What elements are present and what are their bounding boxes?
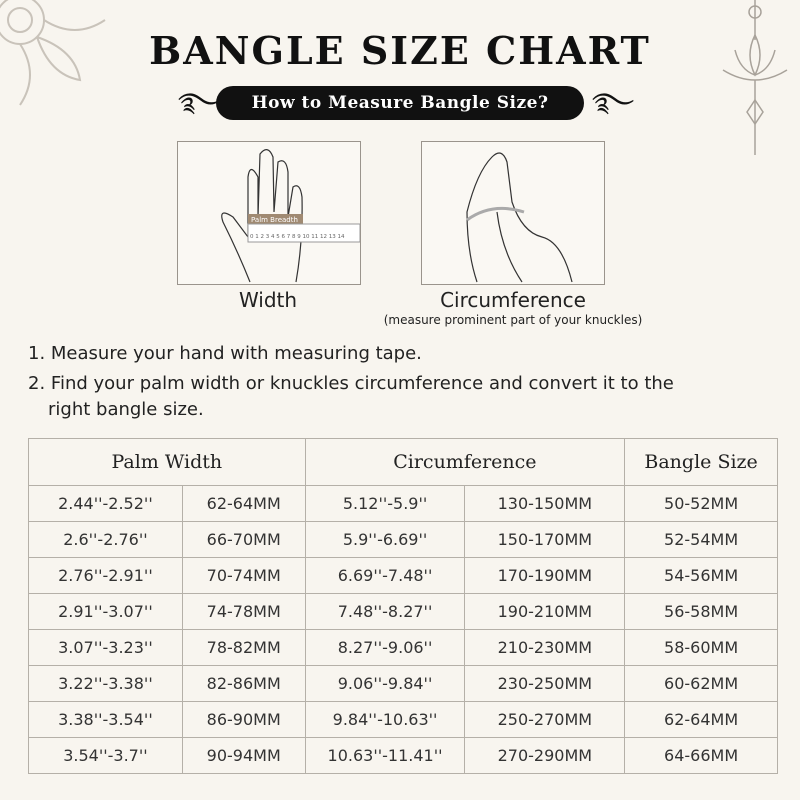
palm-width-mm-cell: 70-74MM — [181, 557, 306, 594]
header-bangle-size: Bangle Size — [624, 438, 778, 486]
bangle-size-cell: 60-62MM — [624, 665, 778, 702]
bangle-size-cell: 52-54MM — [624, 521, 778, 558]
instruction-2: 2. Find your palm width or knuckles circ… — [28, 373, 674, 394]
mandala-flower-icon — [0, 0, 106, 106]
circumference-inches-cell: 5.9''-6.69'' — [304, 521, 466, 558]
circumference-caption: Circumference — [440, 288, 586, 312]
circumference-mm-cell: 150-170MM — [464, 521, 626, 558]
circumference-mm-cell: 250-270MM — [464, 701, 626, 738]
palm-width-mm-cell: 74-78MM — [181, 593, 306, 630]
bangle-size-cell: 50-52MM — [624, 485, 778, 522]
circumference-mm-cell: 210-230MM — [464, 629, 626, 666]
instruction-1: 1. Measure your hand with measuring tape… — [28, 343, 422, 364]
table-row: 3.38''-3.54'' 86-90MM 9.84''-10.63'' 250-27… — [28, 701, 778, 738]
width-caption: Width — [238, 288, 298, 312]
table-row: 3.07''-3.23'' 78-82MM 8.27''-9.06'' 210-230… — [28, 629, 778, 666]
circumference-mm-cell: 270-290MM — [464, 737, 626, 774]
bangle-size-cell: 54-56MM — [624, 557, 778, 594]
bangle-size-cell: 56-58MM — [624, 593, 778, 630]
circumference-inches-cell: 5.12''-5.9'' — [304, 485, 466, 522]
palm-width-mm-cell: 82-86MM — [181, 665, 306, 702]
ruler-scale: 0 1 2 3 4 5 6 7 8 9 10 11 12 13 14 — [250, 234, 345, 240]
circumference-note: (measure prominent part of your knuckles… — [383, 313, 643, 327]
swirl-left-icon: ࿐ — [178, 88, 221, 118]
bangle-size-cell: 62-64MM — [624, 701, 778, 738]
circumference-inches-cell: 6.69''-7.48'' — [304, 557, 466, 594]
palm-width-inches-cell: 3.54''-3.7'' — [28, 737, 183, 774]
table-row: 2.91''-3.07'' 74-78MM 7.48''-8.27'' 190-210… — [28, 593, 778, 630]
bangle-size-cell: 64-66MM — [624, 737, 778, 774]
palm-width-mm-cell: 62-64MM — [181, 485, 306, 522]
table-row: 3.54''-3.7'' 90-94MM 10.63''-11.41'' 270-29… — [28, 737, 778, 774]
hand-measuring-knuckles-icon — [466, 152, 573, 283]
circumference-inches-cell: 8.27''-9.06'' — [304, 629, 466, 666]
palm-width-mm-cell: 90-94MM — [181, 737, 306, 774]
circumference-inches-cell: 10.63''-11.41'' — [304, 737, 466, 774]
palm-width-inches-cell: 3.07''-3.23'' — [28, 629, 183, 666]
swirl-right-icon: ࿐ — [592, 88, 635, 118]
page-title: BANGLE SIZE CHART — [149, 28, 651, 73]
header-palm-width: Palm Width — [28, 438, 306, 486]
open-hand-icon: Palm Breadth 0 1 2 3 4 5 6 7 8 9 10 11 1… — [221, 149, 361, 283]
header-circumference: Circumference — [304, 438, 626, 486]
lotus-hanging-ornament-icon — [722, 0, 788, 155]
circumference-illustration — [421, 141, 605, 285]
circumference-inches-cell: 9.84''-10.63'' — [304, 701, 466, 738]
table-row: 3.22''-3.38'' 82-86MM 9.06''-9.84'' 230-250… — [28, 665, 778, 702]
palm-width-inches-cell: 2.6''-2.76'' — [28, 521, 183, 558]
palm-width-mm-cell: 66-70MM — [181, 521, 306, 558]
table-header-row: Palm Width Circumference Bangle Size — [28, 438, 778, 486]
circumference-inches-cell: 7.48''-8.27'' — [304, 593, 466, 630]
palm-width-inches-cell: 2.91''-3.07'' — [28, 593, 183, 630]
palm-width-inches-cell: 2.76''-2.91'' — [28, 557, 183, 594]
table-row: 2.76''-2.91'' 70-74MM 6.69''-7.48'' 170-190… — [28, 557, 778, 594]
palm-width-mm-cell: 86-90MM — [181, 701, 306, 738]
palm-width-inches-cell: 3.22''-3.38'' — [28, 665, 183, 702]
circumference-mm-cell: 170-190MM — [464, 557, 626, 594]
table-row: 2.6''-2.76'' 66-70MM 5.9''-6.69'' 150-170MM… — [28, 521, 778, 558]
palm-width-inches-cell: 3.38''-3.54'' — [28, 701, 183, 738]
circumference-mm-cell: 230-250MM — [464, 665, 626, 702]
size-table: Palm Width Circumference Bangle Size 2.4… — [28, 438, 778, 774]
palm-width-inches-cell: 2.44''-2.52'' — [28, 485, 183, 522]
instruction-2-cont: right bangle size. — [48, 399, 204, 420]
bangle-size-cell: 58-60MM — [624, 629, 778, 666]
palm-width-mm-cell: 78-82MM — [181, 629, 306, 666]
how-to-measure-banner: How to Measure Bangle Size? — [216, 86, 584, 120]
table-row: 2.44''-2.52'' 62-64MM 5.12''-5.9'' 130-150M… — [28, 485, 778, 522]
width-illustration: Palm Breadth 0 1 2 3 4 5 6 7 8 9 10 11 1… — [177, 141, 361, 285]
circumference-mm-cell: 130-150MM — [464, 485, 626, 522]
circumference-inches-cell: 9.06''-9.84'' — [304, 665, 466, 702]
circumference-mm-cell: 190-210MM — [464, 593, 626, 630]
palm-breadth-label: Palm Breadth — [251, 216, 298, 224]
